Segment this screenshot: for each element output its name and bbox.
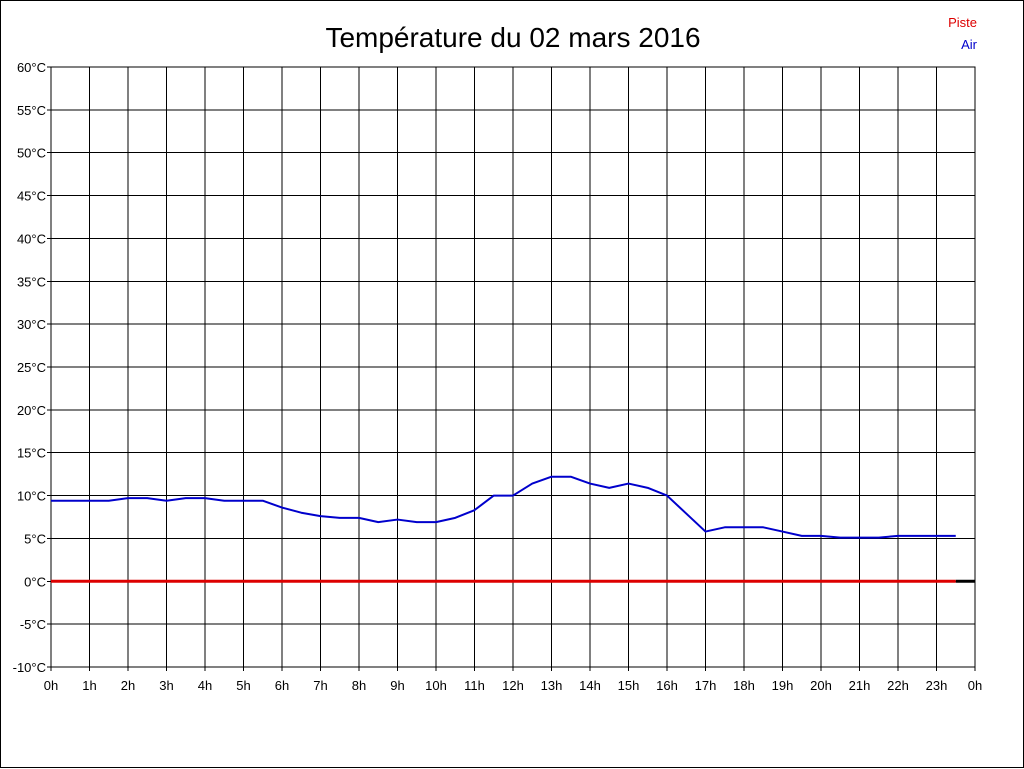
x-tick-label: 7h — [313, 678, 327, 693]
x-tick-label: 4h — [198, 678, 212, 693]
x-tick-label: 10h — [425, 678, 447, 693]
x-tick-label: 5h — [236, 678, 250, 693]
y-tick-label: 45°C — [17, 189, 46, 204]
legend: Piste Air — [948, 15, 978, 52]
legend-item-piste: Piste — [948, 15, 977, 30]
legend-item-air: Air — [961, 37, 978, 52]
y-tick-label: 40°C — [17, 231, 46, 246]
y-tick-label: 20°C — [17, 403, 46, 418]
plot-lines — [51, 475, 975, 583]
y-tick-label: -5°C — [20, 617, 46, 632]
series-line-air — [51, 475, 956, 539]
x-tick-label: 9h — [390, 678, 404, 693]
y-tick-label: 50°C — [17, 146, 46, 161]
y-tick-label: 35°C — [17, 274, 46, 289]
x-tick-label: 11h — [464, 678, 485, 693]
y-tick-label: 30°C — [17, 317, 46, 332]
x-tick-label: 8h — [352, 678, 366, 693]
x-axis: 0h 1h 2h 3h 4h 5h 6h 7h 8h 9h 10h 11h 12h 13h 14h 15h 16… — [44, 667, 982, 693]
x-tick-label: 14h — [579, 678, 601, 693]
x-tick-label: 2h — [121, 678, 135, 693]
y-tick-label: 25°C — [17, 360, 46, 375]
x-tick-label: 19h — [772, 678, 794, 693]
x-tick-label: 23h — [926, 678, 948, 693]
x-tick-label: 20h — [810, 678, 832, 693]
y-tick-label: 60°C — [17, 60, 46, 75]
y-tick-label: -10°C — [13, 660, 46, 675]
x-tick-label: 0h — [968, 678, 982, 693]
x-tick-label: 21h — [849, 678, 871, 693]
y-tick-label: 0°C — [24, 574, 46, 589]
x-tick-label: 13h — [541, 678, 563, 693]
grid — [50, 66, 976, 668]
chart-title: Température du 02 mars 2016 — [325, 22, 700, 53]
x-tick-label: 16h — [656, 678, 678, 693]
x-tick-label: 18h — [733, 678, 755, 693]
x-tick-label: 12h — [502, 678, 524, 693]
x-tick-label: 17h — [695, 678, 717, 693]
y-tick-label: 55°C — [17, 103, 46, 118]
y-axis: 60°C 55°C 50°C 45°C 40°C 35°C 30°C 25°C 20°C 15°C… — [13, 60, 51, 675]
y-tick-label: 10°C — [17, 489, 46, 504]
x-tick-label: 6h — [275, 678, 289, 693]
y-tick-label: 15°C — [17, 446, 46, 461]
x-tick-label: 22h — [887, 678, 909, 693]
x-tick-label: 0h — [44, 678, 58, 693]
x-tick-label: 15h — [618, 678, 640, 693]
y-tick-label: 5°C — [24, 531, 46, 546]
x-tick-label: 1h — [82, 678, 96, 693]
x-tick-label: 3h — [159, 678, 173, 693]
